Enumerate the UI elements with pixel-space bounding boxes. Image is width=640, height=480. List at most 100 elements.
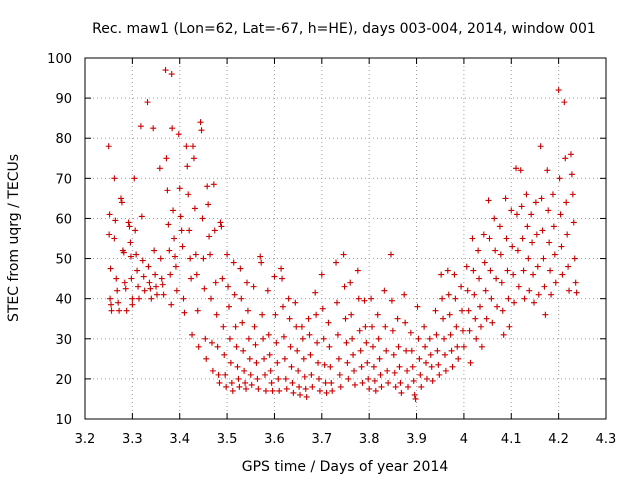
data-point <box>417 371 424 378</box>
data-point <box>375 335 382 342</box>
data-point <box>287 343 294 350</box>
data-point <box>328 379 335 386</box>
data-point <box>307 351 314 358</box>
data-point <box>548 291 555 298</box>
data-point <box>171 235 178 242</box>
data-point <box>212 279 219 286</box>
plot-frame <box>84 57 607 420</box>
data-point <box>528 211 535 218</box>
data-point <box>197 119 204 126</box>
data-point <box>243 279 250 286</box>
data-point <box>217 219 224 226</box>
data-point <box>306 331 313 338</box>
data-point <box>261 371 268 378</box>
data-point <box>337 383 344 390</box>
data-point <box>240 347 247 354</box>
data-point <box>132 227 139 234</box>
data-point <box>225 303 232 310</box>
data-point <box>129 301 136 308</box>
data-point <box>442 367 449 374</box>
data-point <box>189 331 196 338</box>
data-point <box>293 323 300 330</box>
data-point <box>444 267 451 274</box>
data-point <box>139 257 146 264</box>
data-point <box>318 271 325 278</box>
data-point <box>173 287 180 294</box>
data-point <box>361 297 368 304</box>
y-tick-label: 60 <box>55 212 72 227</box>
data-point <box>257 253 264 260</box>
data-point <box>436 371 443 378</box>
grid-lines <box>85 58 606 419</box>
data-point <box>271 273 278 280</box>
data-point <box>111 235 118 242</box>
data-point <box>327 363 334 370</box>
data-point <box>371 377 378 384</box>
data-point <box>482 287 489 294</box>
data-point <box>234 363 241 370</box>
data-point <box>491 215 498 222</box>
data-point <box>552 279 559 286</box>
data-point <box>464 287 471 294</box>
data-point <box>525 255 532 262</box>
data-point <box>466 327 473 334</box>
data-point <box>137 123 144 130</box>
data-point <box>138 213 145 220</box>
data-point <box>199 215 206 222</box>
data-point <box>176 185 183 192</box>
data-point <box>250 283 257 290</box>
data-point <box>160 291 167 298</box>
data-point <box>127 239 134 246</box>
data-point <box>252 341 259 348</box>
data-point <box>365 375 372 382</box>
data-point <box>170 207 177 214</box>
x-tick-label: 3.8 <box>359 432 380 447</box>
data-point <box>120 249 127 256</box>
data-point <box>362 323 369 330</box>
data-point <box>279 275 286 282</box>
data-point <box>296 383 303 390</box>
data-point <box>506 323 513 330</box>
data-points <box>105 67 580 402</box>
data-point <box>460 343 467 350</box>
data-point <box>435 361 442 368</box>
data-point <box>515 283 522 290</box>
data-point <box>355 295 362 302</box>
data-point <box>290 389 297 396</box>
data-point <box>485 197 492 204</box>
data-point <box>325 319 332 326</box>
data-point <box>445 291 452 298</box>
data-point <box>377 371 384 378</box>
data-point <box>451 271 458 278</box>
data-point <box>216 379 223 386</box>
data-point <box>350 351 357 358</box>
data-point <box>107 295 114 302</box>
data-point <box>378 383 385 390</box>
data-point <box>358 363 365 370</box>
data-point <box>403 347 410 354</box>
data-point <box>404 367 411 374</box>
data-point <box>343 339 350 346</box>
data-point <box>510 271 517 278</box>
data-point <box>118 199 125 206</box>
x-tick-label: 3.4 <box>169 432 190 447</box>
y-tick-label: 100 <box>47 52 72 67</box>
data-point <box>112 217 119 224</box>
data-point <box>258 259 265 266</box>
data-point <box>509 243 516 250</box>
data-point <box>224 251 231 258</box>
data-point <box>315 359 322 366</box>
data-point <box>357 347 364 354</box>
x-tick-label: 3.3 <box>122 432 143 447</box>
data-point <box>171 253 178 260</box>
data-point <box>546 239 553 246</box>
data-point <box>368 295 375 302</box>
data-point <box>319 305 326 312</box>
data-point <box>213 311 220 318</box>
x-tick-label: 4.2 <box>548 432 569 447</box>
data-point <box>295 367 302 374</box>
data-point <box>260 335 267 342</box>
data-point <box>409 363 416 370</box>
data-point <box>279 303 286 310</box>
data-point <box>439 295 446 302</box>
